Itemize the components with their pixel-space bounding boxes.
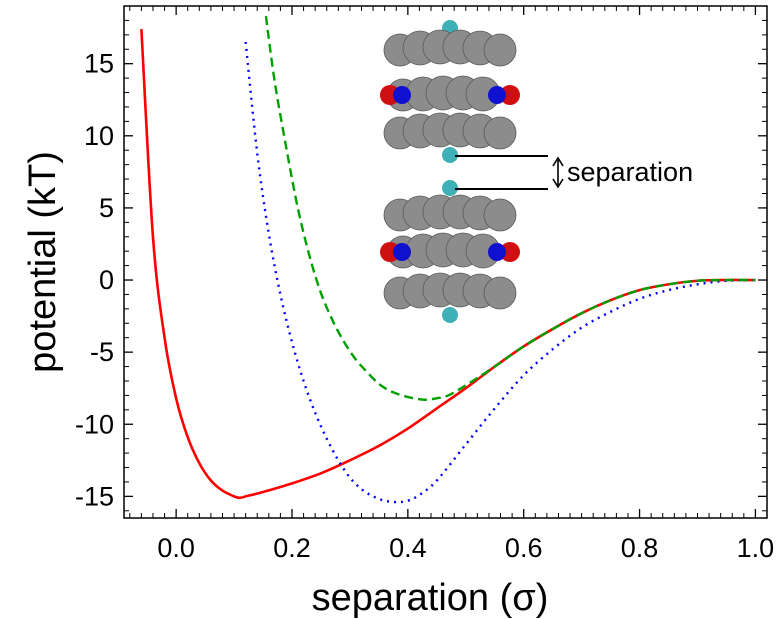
y-tick-label: 5	[99, 193, 114, 223]
y-axis-tick-labels: -15 -10 -5 0 5 10 15	[75, 49, 114, 512]
molecule-bottom-stack	[380, 180, 520, 323]
molecule-top-stack	[380, 20, 520, 163]
y-axis-ticks	[124, 19, 767, 512]
y-tick-label: -5	[90, 337, 114, 367]
y-tick-label: -10	[75, 409, 114, 439]
x-tick-label: 0.4	[389, 533, 427, 563]
x-tick-label: 1.0	[737, 533, 775, 563]
y-axis-title: potential (kT)	[22, 151, 64, 373]
y-tick-label: 15	[84, 49, 114, 79]
separation-label: separation	[567, 157, 693, 187]
separation-annotation: separation	[455, 155, 693, 190]
y-tick-label: 0	[99, 265, 114, 295]
molecule-illustration	[380, 20, 520, 323]
series-green-dashed-line	[264, 15, 756, 401]
separation-arrowhead-down	[552, 178, 564, 189]
series-blue-dotted-line	[244, 41, 756, 504]
x-tick-label: 0.6	[505, 533, 543, 563]
x-tick-label: 0.2	[273, 533, 311, 563]
series-red-solid-line	[140, 29, 756, 500]
y-tick-label: -15	[75, 481, 114, 511]
series-layer	[140, 15, 756, 504]
x-tick-label: 0.8	[621, 533, 659, 563]
y-tick-label: 10	[84, 121, 114, 151]
plot-frame	[123, 5, 768, 519]
x-tick-label: 0.0	[157, 533, 195, 563]
separation-arrowhead-up	[552, 156, 564, 167]
x-axis-tick-labels: 0.0 0.2 0.4 0.6 0.8 1.0	[157, 533, 774, 563]
x-axis-title: separation (σ)	[312, 577, 549, 619]
x-axis-ticks	[129, 6, 757, 518]
